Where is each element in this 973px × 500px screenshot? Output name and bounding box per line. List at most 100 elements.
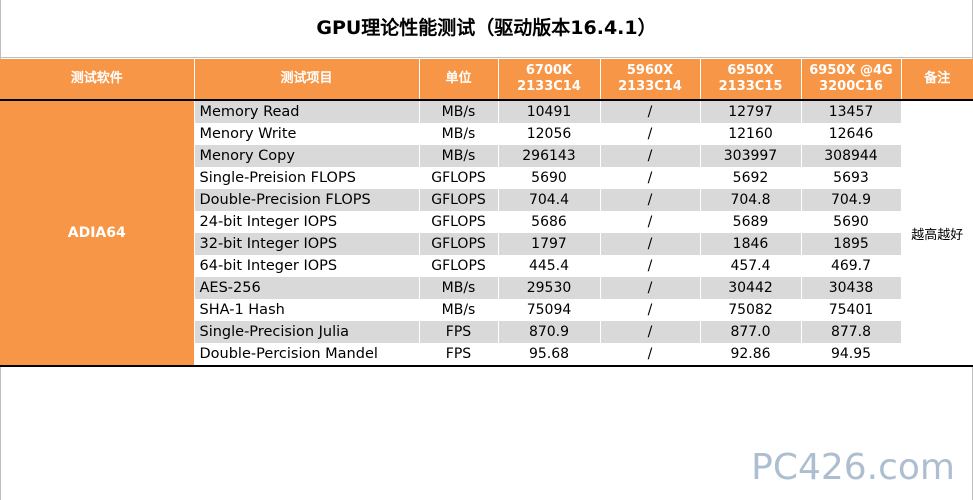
value-cell: / [600, 321, 701, 343]
value-cell: 10491 [498, 100, 601, 123]
value-cell: 30438 [801, 277, 902, 299]
value-cell: 1895 [801, 233, 902, 255]
item-cell: Menory Copy [194, 145, 420, 167]
value-cell: / [600, 211, 701, 233]
value-cell: 5690 [498, 167, 601, 189]
value-cell: 5686 [498, 211, 601, 233]
header-col-line1: 6950X @4G [809, 63, 893, 78]
unit-cell: GFLOPS [419, 189, 499, 211]
item-cell: Single-Preision FLOPS [194, 167, 420, 189]
unit-cell: MB/s [419, 123, 499, 145]
value-cell: / [600, 255, 701, 277]
value-cell: / [600, 100, 701, 123]
table-row: AES-256 MB/s 29530/30442 30438 [0, 277, 973, 299]
software-cell: ADIA64 [0, 100, 195, 367]
table-row: Single-Preision FLOPS GFLOPS 5690/5692 5693 [0, 167, 973, 189]
value-cell: 870.9 [498, 321, 601, 343]
value-cell: 5693 [801, 167, 902, 189]
value-cell: 12160 [700, 123, 802, 145]
table-row: Double-Precision FLOPS GFLOPS 704.4/704.8 7… [0, 189, 973, 211]
header-unit: 单位 [419, 59, 499, 101]
unit-cell: GFLOPS [419, 167, 499, 189]
header-col-6950x-4g: 6950X @4G 3200C16 [801, 59, 902, 101]
value-cell: / [600, 233, 701, 255]
table-row: Double-Percision Mandel FPS 95.68/92.86 94.… [0, 343, 973, 367]
value-cell: 12056 [498, 123, 601, 145]
value-cell: 704.4 [498, 189, 601, 211]
table-body: ADIA64 Memory Read MB/s 10491/12797 13457 越高越… [0, 100, 973, 367]
header-col-line1: 6700K [525, 63, 573, 78]
unit-cell: MB/s [419, 145, 499, 167]
value-cell: 75082 [700, 299, 802, 321]
item-cell: Double-Percision Mandel [194, 343, 420, 367]
item-cell: 32-bit Integer IOPS [194, 233, 420, 255]
value-cell: 12797 [700, 100, 802, 123]
benchmark-table: 测试软件 测试项目 单位 6700K 2133C14 5960X 2133C14 6… [0, 59, 973, 367]
item-cell: SHA-1 Hash [194, 299, 420, 321]
value-cell: / [600, 277, 701, 299]
unit-cell: FPS [419, 321, 499, 343]
value-cell: 296143 [498, 145, 601, 167]
page-title: GPU理论性能测试（驱动版本16.4.1） [0, 0, 973, 58]
value-cell: 457.4 [700, 255, 802, 277]
value-cell: 95.68 [498, 343, 601, 367]
unit-cell: FPS [419, 343, 499, 367]
table-row: SHA-1 Hash MB/s 75094/75082 75401 [0, 299, 973, 321]
header-note: 备注 [901, 59, 973, 101]
table-row: Menory Write MB/s 12056/12160 12646 [0, 123, 973, 145]
table-header-row: 测试软件 测试项目 单位 6700K 2133C14 5960X 2133C14 6… [0, 59, 973, 101]
item-cell: Single-Precision Julia [194, 321, 420, 343]
value-cell: 469.7 [801, 255, 902, 277]
value-cell: 94.95 [801, 343, 902, 367]
header-col-5960x: 5960X 2133C14 [600, 59, 701, 101]
header-col-line2: 2133C14 [618, 79, 682, 94]
table-row: 64-bit Integer IOPS GFLOPS 445.4/457.4 469.… [0, 255, 973, 277]
item-cell: Double-Precision FLOPS [194, 189, 420, 211]
value-cell: 1846 [700, 233, 802, 255]
value-cell: 704.9 [801, 189, 902, 211]
item-cell: 64-bit Integer IOPS [194, 255, 420, 277]
header-item: 测试项目 [194, 59, 420, 101]
value-cell: 92.86 [700, 343, 802, 367]
value-cell: 13457 [801, 100, 902, 123]
value-cell: 877.8 [801, 321, 902, 343]
unit-cell: MB/s [419, 277, 499, 299]
value-cell: / [600, 167, 701, 189]
value-cell: 5689 [700, 211, 802, 233]
header-col-line2: 3200C16 [819, 79, 883, 94]
unit-cell: MB/s [419, 100, 499, 123]
header-col-line2: 2133C15 [718, 79, 783, 94]
value-cell: / [600, 343, 701, 367]
header-col-6700k: 6700K 2133C14 [498, 59, 601, 101]
item-cell: AES-256 [194, 277, 420, 299]
value-cell: / [600, 123, 701, 145]
value-cell: / [600, 145, 701, 167]
value-cell: 303997 [700, 145, 802, 167]
table-row: ADIA64 Memory Read MB/s 10491/12797 13457 越高越… [0, 100, 973, 367]
value-cell: / [600, 299, 701, 321]
value-cell: 75094 [498, 299, 601, 321]
header-col-6950x: 6950X 2133C15 [700, 59, 802, 101]
value-cell: 1797 [498, 233, 601, 255]
header-software: 测试软件 [0, 59, 195, 101]
table-row: Menory Copy MB/s 296143/303997 308944 [0, 145, 973, 167]
unit-cell: GFLOPS [419, 255, 499, 277]
site-watermark: PC426.com [751, 447, 955, 488]
value-cell: 5690 [801, 211, 902, 233]
table-row: 24-bit Integer IOPS GFLOPS 5686/5689 5690 [0, 211, 973, 233]
value-cell: 877.0 [700, 321, 802, 343]
table-row: 32-bit Integer IOPS GFLOPS 1797/1846 1895 [0, 233, 973, 255]
unit-cell: GFLOPS [419, 233, 499, 255]
value-cell: 308944 [801, 145, 902, 167]
note-cell: 越高越好 [901, 100, 973, 367]
header-col-line2: 2133C14 [517, 79, 581, 94]
value-cell: 445.4 [498, 255, 601, 277]
unit-cell: MB/s [419, 299, 499, 321]
item-cell: Memory Read [194, 100, 420, 123]
value-cell: 704.8 [700, 189, 802, 211]
item-cell: 24-bit Integer IOPS [194, 211, 420, 233]
value-cell: 12646 [801, 123, 902, 145]
value-cell: 30442 [700, 277, 802, 299]
value-cell: / [600, 189, 701, 211]
unit-cell: GFLOPS [419, 211, 499, 233]
